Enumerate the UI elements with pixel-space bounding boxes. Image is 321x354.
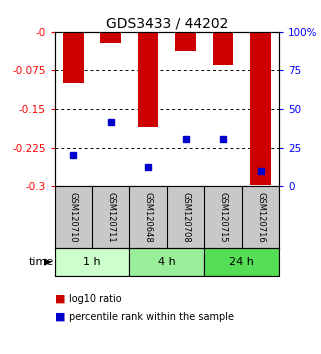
- Text: GSM120648: GSM120648: [144, 192, 153, 242]
- Text: 4 h: 4 h: [158, 257, 176, 267]
- Bar: [100, 32, 121, 43]
- Text: percentile rank within the sample: percentile rank within the sample: [69, 312, 234, 322]
- Text: time: time: [29, 257, 54, 267]
- Bar: [55, 248, 129, 276]
- Bar: [204, 248, 279, 276]
- Bar: [250, 32, 271, 185]
- Text: GSM120711: GSM120711: [106, 192, 115, 242]
- Text: GSM120710: GSM120710: [69, 192, 78, 242]
- Text: GSM120715: GSM120715: [219, 192, 228, 242]
- Text: 24 h: 24 h: [230, 257, 254, 267]
- Text: GSM120708: GSM120708: [181, 192, 190, 242]
- Bar: [138, 32, 159, 127]
- Text: GSM120716: GSM120716: [256, 192, 265, 242]
- Bar: [63, 32, 83, 83]
- Bar: [175, 32, 196, 51]
- Text: ■: ■: [55, 294, 65, 304]
- Text: log10 ratio: log10 ratio: [69, 294, 122, 304]
- Bar: [129, 248, 204, 276]
- Text: 1 h: 1 h: [83, 257, 101, 267]
- Text: ■: ■: [55, 312, 65, 322]
- Bar: [213, 32, 233, 65]
- Title: GDS3433 / 44202: GDS3433 / 44202: [106, 17, 228, 31]
